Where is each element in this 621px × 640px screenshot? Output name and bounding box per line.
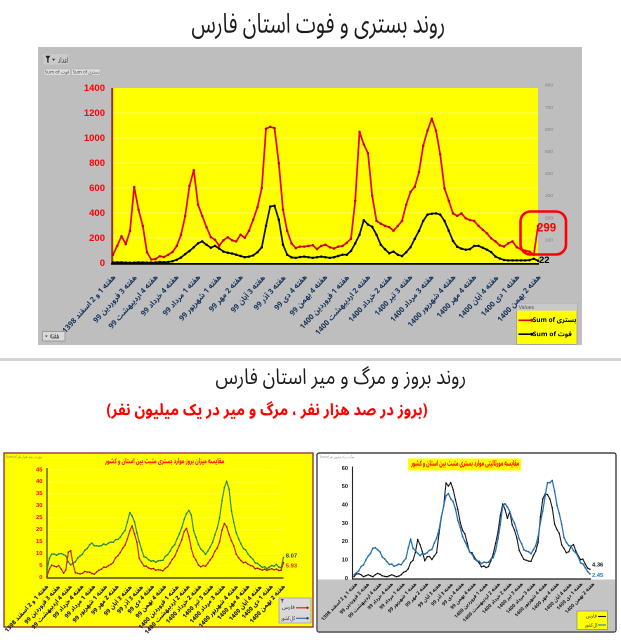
svg-text:300: 300 — [545, 193, 553, 199]
svg-text:1400: 1400 — [84, 83, 105, 94]
svg-text:100: 100 — [545, 237, 553, 243]
svg-text:25: 25 — [36, 515, 43, 521]
svg-text:299: 299 — [537, 223, 556, 235]
svg-text:45: 45 — [36, 467, 43, 473]
svg-text:20: 20 — [36, 527, 42, 533]
svg-text:60: 60 — [342, 466, 348, 472]
svg-text:15: 15 — [36, 539, 43, 545]
svg-text:500: 500 — [545, 149, 553, 155]
svg-text:8.07: 8.07 — [286, 554, 297, 560]
svg-text:1200: 1200 — [84, 108, 105, 119]
svg-text:40: 40 — [342, 503, 348, 509]
svg-text:10: 10 — [36, 551, 42, 557]
svg-text:20: 20 — [342, 539, 348, 545]
svg-text:30: 30 — [36, 503, 42, 509]
svg-text:0: 0 — [345, 576, 348, 582]
svg-text:30: 30 — [342, 521, 348, 527]
svg-text:5.93: 5.93 — [286, 564, 298, 570]
svg-text:200: 200 — [545, 215, 553, 221]
svg-text:400: 400 — [89, 208, 105, 219]
svg-text:600: 600 — [89, 183, 105, 194]
svg-text:0: 0 — [39, 575, 42, 581]
svg-text:400: 400 — [545, 171, 553, 177]
svg-text:2.45: 2.45 — [592, 573, 604, 579]
svg-text:700: 700 — [545, 105, 553, 111]
svg-text:200: 200 — [89, 233, 105, 244]
svg-text:35: 35 — [36, 491, 43, 497]
svg-text:Values: Values — [519, 305, 535, 311]
svg-text:1000: 1000 — [84, 133, 105, 144]
svg-text:800: 800 — [89, 158, 105, 169]
svg-text:5: 5 — [39, 563, 43, 569]
svg-text:800: 800 — [545, 83, 553, 89]
svg-text:600: 600 — [545, 127, 553, 133]
svg-text:10: 10 — [342, 558, 348, 564]
svg-text:50: 50 — [342, 484, 348, 490]
svg-text:0: 0 — [100, 258, 105, 269]
svg-text:22: 22 — [539, 255, 550, 266]
svg-text:4.36: 4.36 — [592, 563, 604, 569]
svg-text:40: 40 — [36, 479, 42, 485]
